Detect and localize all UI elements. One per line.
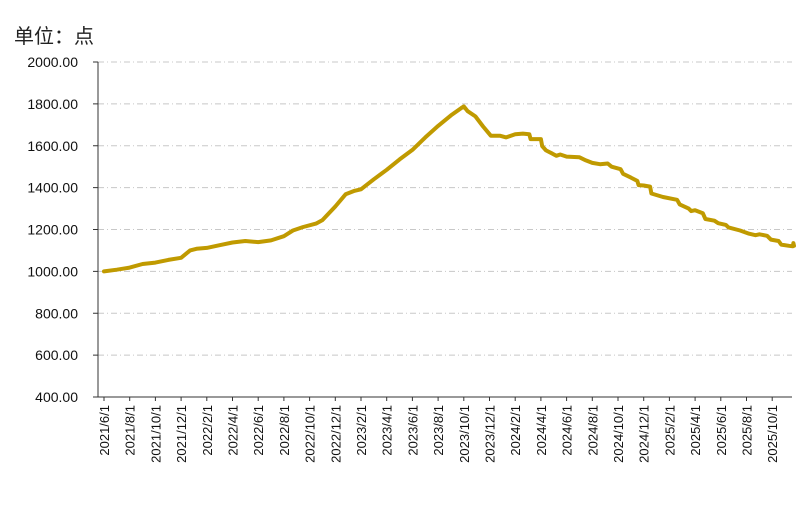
gridlines	[98, 61, 792, 356]
x-tick-label: 2025/10/1	[765, 405, 780, 463]
x-tick-label: 2024/8/1	[585, 405, 600, 456]
x-tick-label: 2025/6/1	[714, 405, 729, 456]
x-tick-label: 2022/4/1	[226, 405, 241, 456]
axes	[93, 61, 792, 401]
y-tick-label: 1200.00	[27, 222, 78, 238]
x-tick-label: 2023/2/1	[354, 405, 369, 456]
x-tick-label: 2024/6/1	[560, 405, 575, 456]
x-tick-label: 2023/8/1	[431, 405, 446, 456]
x-tick-label: 2021/10/1	[148, 405, 163, 463]
x-tick-label: 2023/4/1	[380, 405, 395, 456]
x-tick-label: 2024/4/1	[534, 405, 549, 456]
series-line	[102, 104, 796, 274]
x-tick-labels: 2021/6/1 2021/8/1 2021/10/1 2021/12/1 2022/2…	[97, 405, 780, 463]
x-tick-label: 2022/10/1	[303, 405, 318, 463]
x-tick-label: 2023/12/1	[483, 405, 498, 463]
x-tick-label: 2022/8/1	[277, 405, 292, 456]
x-tick-label: 2021/12/1	[174, 405, 189, 463]
x-tick-label: 2023/6/1	[405, 405, 420, 456]
x-tick-label: 2024/12/1	[637, 405, 652, 463]
y-tick-label: 1400.00	[27, 180, 78, 196]
x-tick-label: 2024/10/1	[611, 405, 626, 463]
y-tick-label: 1000.00	[27, 263, 78, 279]
series-layer	[102, 104, 796, 274]
x-tick-label: 2021/8/1	[123, 405, 138, 456]
x-tick-label: 2021/6/1	[97, 405, 112, 456]
y-tick-label: 800.00	[35, 305, 78, 321]
y-tick-label: 600.00	[35, 347, 78, 363]
y-tick-label: 400.00	[35, 389, 78, 405]
y-tick-labels: 400.00 600.00 800.00 1000.00 1200.00 1400.00 1…	[27, 54, 78, 405]
y-tick-label: 1600.00	[27, 138, 78, 154]
x-tick-label: 2025/8/1	[740, 405, 755, 456]
x-tick-label: 2022/2/1	[200, 405, 215, 456]
x-tick-label: 2022/6/1	[251, 405, 266, 456]
y-tick-label: 2000.00	[27, 54, 78, 70]
x-tick-label: 2023/10/1	[457, 405, 472, 463]
x-tick-label: 2024/2/1	[508, 405, 523, 456]
x-tick-label: 2022/12/1	[328, 405, 343, 463]
y-tick-label: 1800.00	[27, 96, 78, 112]
unit-label: 单位：点	[14, 24, 94, 48]
x-tick-label: 2025/2/1	[662, 405, 677, 456]
x-tick-label: 2025/4/1	[688, 405, 703, 456]
